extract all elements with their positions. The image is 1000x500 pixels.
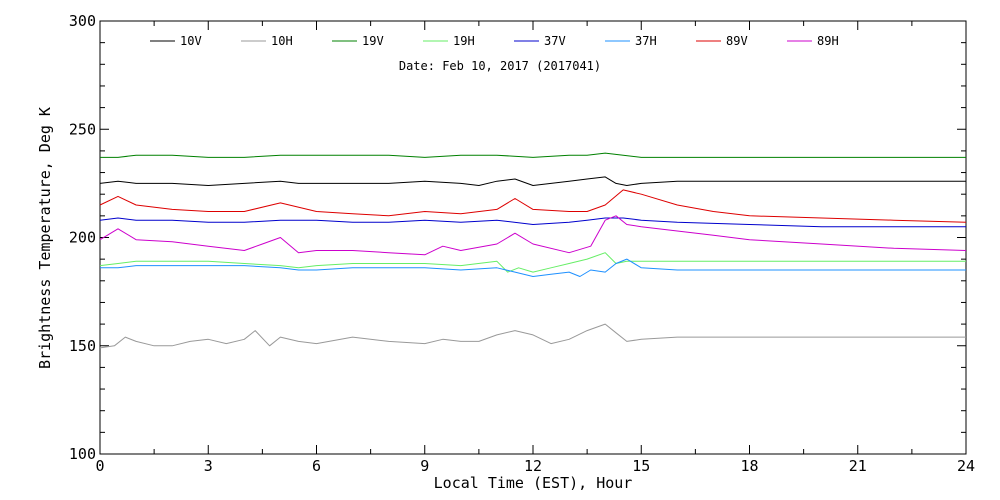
x-tick-label: 18 (740, 457, 758, 475)
legend-item-89v: 89V (696, 34, 748, 48)
chart-date-subtitle: Date: Feb 10, 2017 (2017041) (399, 59, 601, 73)
series-lines (99, 152, 967, 349)
legend-item-19v: 19V (332, 34, 384, 48)
series-line-19v (100, 152, 966, 158)
x-tick-label: 0 (95, 457, 104, 475)
legend-item-89h: 89H (787, 34, 839, 48)
legend-item-37h: 37H (605, 34, 657, 48)
series-line-37v (99, 217, 966, 228)
x-tick-label: 9 (420, 457, 429, 475)
y-tick-label: 250 (69, 120, 96, 138)
legend-label: 89V (726, 34, 748, 48)
series-line-89h (99, 215, 967, 256)
legend-label: 19H (453, 34, 475, 48)
plot-frame (99, 20, 967, 455)
x-tick-label: 3 (204, 457, 213, 475)
x-tick-label: 21 (849, 457, 867, 475)
legend-label: 19V (362, 34, 384, 48)
legend-label: 10V (180, 34, 202, 48)
x-tick-label: 24 (957, 457, 975, 475)
y-tick-label: 200 (69, 229, 96, 247)
legend-item-10h: 10H (241, 34, 293, 48)
legend-label: 89H (817, 34, 839, 48)
y-axis-title: Brightness Temperature, Deg K (36, 107, 54, 369)
legend-label: 37V (544, 34, 566, 48)
series-line-10h (99, 323, 966, 349)
x-axis: 0 3 6 9 12 15 18 21 24 (95, 21, 975, 475)
y-axis: 100 150 200 250 300 (69, 12, 966, 463)
legend-label: 10H (271, 34, 293, 48)
y-tick-label: 150 (69, 337, 96, 355)
x-tick-label: 12 (524, 457, 542, 475)
x-tick-label: 15 (632, 457, 650, 475)
y-tick-label: 300 (69, 12, 96, 30)
series-line-89v (99, 189, 967, 223)
legend-label: 37H (635, 34, 657, 48)
series-line-37h (100, 258, 966, 277)
legend: 10V 10H 19V 19H 37V 37H 89V 89H (150, 34, 839, 48)
legend-item-10v: 10V (150, 34, 202, 48)
legend-item-37v: 37V (514, 34, 566, 48)
series-line-19h (99, 252, 966, 273)
y-tick-label: 100 (69, 445, 96, 463)
x-tick-label: 6 (312, 457, 321, 475)
series-line-10v (99, 176, 966, 186)
legend-item-19h: 19H (423, 34, 475, 48)
x-axis-title: Local Time (EST), Hour (434, 474, 633, 492)
